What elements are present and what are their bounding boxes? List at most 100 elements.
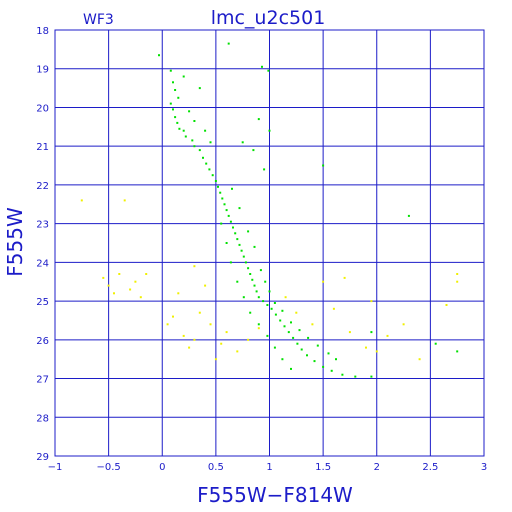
star-point — [191, 139, 194, 142]
star-point — [238, 207, 241, 210]
star-point — [193, 145, 196, 148]
star-point — [295, 311, 298, 314]
y-axis-label: F555W — [3, 207, 27, 277]
x-tick-label: 1.5 — [315, 462, 331, 473]
star-point — [178, 127, 181, 130]
y-tick-label: 22 — [36, 181, 49, 192]
star-point — [335, 358, 337, 361]
star-point — [217, 185, 219, 188]
star-point — [330, 369, 333, 372]
star-point — [80, 199, 83, 202]
star-point — [177, 292, 180, 295]
star-point — [268, 290, 271, 293]
star-point — [240, 249, 243, 252]
star-point — [225, 242, 228, 244]
star-point — [255, 290, 258, 293]
star-point — [306, 354, 308, 357]
star-point — [290, 367, 292, 370]
star-point — [209, 323, 212, 326]
star-point — [204, 284, 207, 287]
star-point — [202, 156, 204, 159]
star-point — [313, 360, 316, 363]
star-point — [418, 358, 421, 361]
y-tick-label: 24 — [36, 258, 49, 269]
star-point — [193, 120, 196, 122]
y-tick-label: 18 — [36, 26, 49, 37]
star-point — [375, 350, 378, 353]
star-point — [251, 278, 254, 281]
star-point — [274, 313, 277, 316]
star-point — [300, 348, 303, 351]
star-point — [227, 42, 230, 45]
star-point — [188, 110, 191, 113]
star-point — [263, 168, 266, 171]
star-point — [407, 214, 410, 217]
star-point — [174, 89, 177, 91]
star-point — [247, 338, 250, 341]
x-tick-labels: −1 −0.5 0 0.5 1 1.5 2 2.5 3 — [48, 462, 488, 473]
star-point — [236, 280, 239, 283]
star-point — [341, 373, 344, 376]
star-point — [386, 334, 389, 337]
star-point — [107, 284, 110, 287]
star-point — [169, 102, 172, 105]
star-point — [176, 121, 179, 124]
star-point — [252, 149, 255, 152]
chart-subtitle: WF3 — [83, 12, 114, 28]
star-point — [266, 334, 269, 337]
star-point — [193, 338, 196, 341]
star-point — [198, 149, 201, 152]
star-point — [311, 323, 314, 326]
star-point — [270, 307, 273, 310]
star-point — [259, 269, 262, 272]
star-point — [262, 300, 265, 303]
star-point — [198, 87, 201, 90]
star-point — [182, 75, 185, 78]
star-point — [225, 209, 228, 212]
star-point — [257, 327, 260, 330]
star-point — [188, 346, 191, 349]
star-point — [281, 309, 284, 312]
star-point — [370, 375, 373, 378]
star-point — [221, 197, 224, 200]
star-point — [370, 300, 373, 303]
star-point — [177, 96, 180, 99]
x-tick-label: 2.5 — [422, 462, 438, 473]
star-point — [273, 346, 276, 349]
star-point — [332, 307, 335, 310]
star-point — [184, 135, 187, 138]
star-point — [257, 296, 260, 299]
star-point — [287, 331, 290, 334]
star-point — [402, 323, 405, 326]
star-point — [261, 65, 263, 68]
star-point — [322, 280, 325, 283]
star-point — [456, 350, 459, 353]
star-point — [236, 238, 239, 241]
star-point — [232, 226, 234, 229]
x-tick-label: −0.5 — [96, 462, 120, 473]
star-point — [208, 168, 211, 171]
star-point — [290, 321, 292, 324]
x-tick-label: 1 — [266, 462, 272, 473]
star-point — [234, 232, 237, 235]
star-point — [172, 108, 174, 111]
star-point — [220, 222, 223, 225]
star-point — [231, 187, 233, 190]
star-point — [253, 245, 256, 248]
star-point — [238, 243, 241, 246]
star-point — [182, 334, 185, 337]
y-tick-label: 19 — [36, 65, 49, 76]
star-point — [139, 296, 142, 299]
star-point — [198, 311, 201, 314]
star-point — [343, 276, 346, 279]
star-point — [281, 358, 284, 361]
star-point — [247, 230, 250, 233]
y-tick-label: 20 — [36, 103, 49, 114]
y-tick-label: 27 — [36, 375, 49, 386]
star-point — [134, 280, 137, 283]
star-point — [214, 180, 217, 182]
y-tick-label: 23 — [36, 220, 49, 231]
star-point — [354, 375, 357, 378]
star-point — [174, 116, 177, 119]
